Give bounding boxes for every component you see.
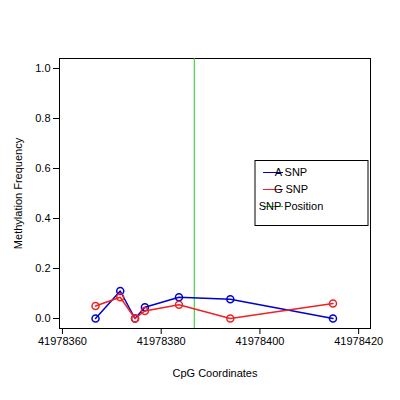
svg-text:0.8: 0.8 xyxy=(35,112,50,124)
svg-text:0.0: 0.0 xyxy=(35,312,50,324)
svg-text:1.0: 1.0 xyxy=(35,62,50,74)
svg-text:SNP Position: SNP Position xyxy=(259,200,324,212)
svg-text:41978360: 41978360 xyxy=(38,335,87,347)
svg-text:A SNP: A SNP xyxy=(275,166,307,178)
svg-text:CpG Coordinates: CpG Coordinates xyxy=(173,367,258,379)
svg-text:41978400: 41978400 xyxy=(235,335,284,347)
svg-text:G SNP: G SNP xyxy=(274,183,308,195)
svg-text:0.6: 0.6 xyxy=(35,162,50,174)
svg-text:0.4: 0.4 xyxy=(35,212,50,224)
svg-text:41978380: 41978380 xyxy=(137,335,186,347)
svg-text:Methylation Frequency: Methylation Frequency xyxy=(12,137,24,249)
svg-text:41978420: 41978420 xyxy=(334,335,383,347)
svg-text:0.2: 0.2 xyxy=(35,262,50,274)
